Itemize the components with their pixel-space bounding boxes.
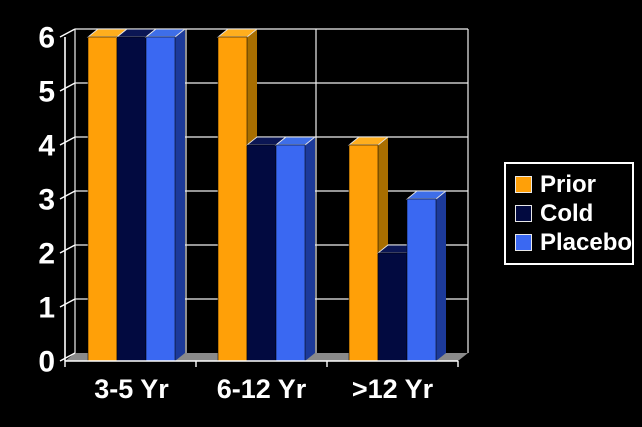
chart-legend: Prior Cold Placebo xyxy=(504,162,634,265)
y-tick-0 xyxy=(59,352,76,362)
y-tick-6 xyxy=(59,28,76,38)
legend-label-cold: Cold xyxy=(540,199,594,227)
legend-swatch-placebo xyxy=(515,234,532,251)
legend-label-prior: Prior xyxy=(540,170,597,198)
x-category-label-3: >12 Yr xyxy=(352,374,434,404)
y-tick-4 xyxy=(59,136,76,146)
y-tick-label-4: 4 xyxy=(38,130,55,163)
y-tick-label-2: 2 xyxy=(38,238,55,271)
x-category-label-2: 6-12 Yr xyxy=(217,374,307,404)
y-tick-3 xyxy=(59,190,76,200)
bar-cold-12Yr xyxy=(377,252,408,362)
bar-placebo-35Yr xyxy=(145,36,176,362)
bar-prior-35Yr xyxy=(87,36,118,362)
legend-label-placebo: Placebo xyxy=(540,228,633,256)
bar-placebo-12Yr xyxy=(406,198,437,362)
legend-item-placebo: Placebo xyxy=(515,230,632,255)
y-tick-label-5: 5 xyxy=(38,76,55,109)
bar-placebo-612Yr xyxy=(275,144,306,362)
y-tick-5 xyxy=(59,82,76,92)
legend-swatch-prior xyxy=(515,176,532,193)
y-tick-2 xyxy=(59,244,76,254)
y-tick-label-6: 6 xyxy=(38,22,55,55)
bar-prior-12Yr xyxy=(348,144,379,362)
bar-prior-612Yr xyxy=(217,36,248,362)
y-tick-label-3: 3 xyxy=(38,184,55,217)
y-tick-1 xyxy=(59,298,76,308)
bar-placebo-12Yr-side xyxy=(436,191,446,361)
y-tick-label-0: 0 xyxy=(38,346,55,379)
bar-cold-612Yr xyxy=(246,144,277,362)
bar-cold-35Yr xyxy=(116,36,147,362)
bar-placebo-612Yr-side xyxy=(305,137,315,361)
legend-item-prior: Prior xyxy=(515,170,628,198)
x-category-label-1: 3-5 Yr xyxy=(94,374,169,404)
legend-swatch-cold xyxy=(515,205,532,222)
y-tick-label-1: 1 xyxy=(38,292,55,325)
legend-item-cold: Cold xyxy=(515,199,628,227)
bar-placebo-35Yr-side xyxy=(175,29,185,361)
